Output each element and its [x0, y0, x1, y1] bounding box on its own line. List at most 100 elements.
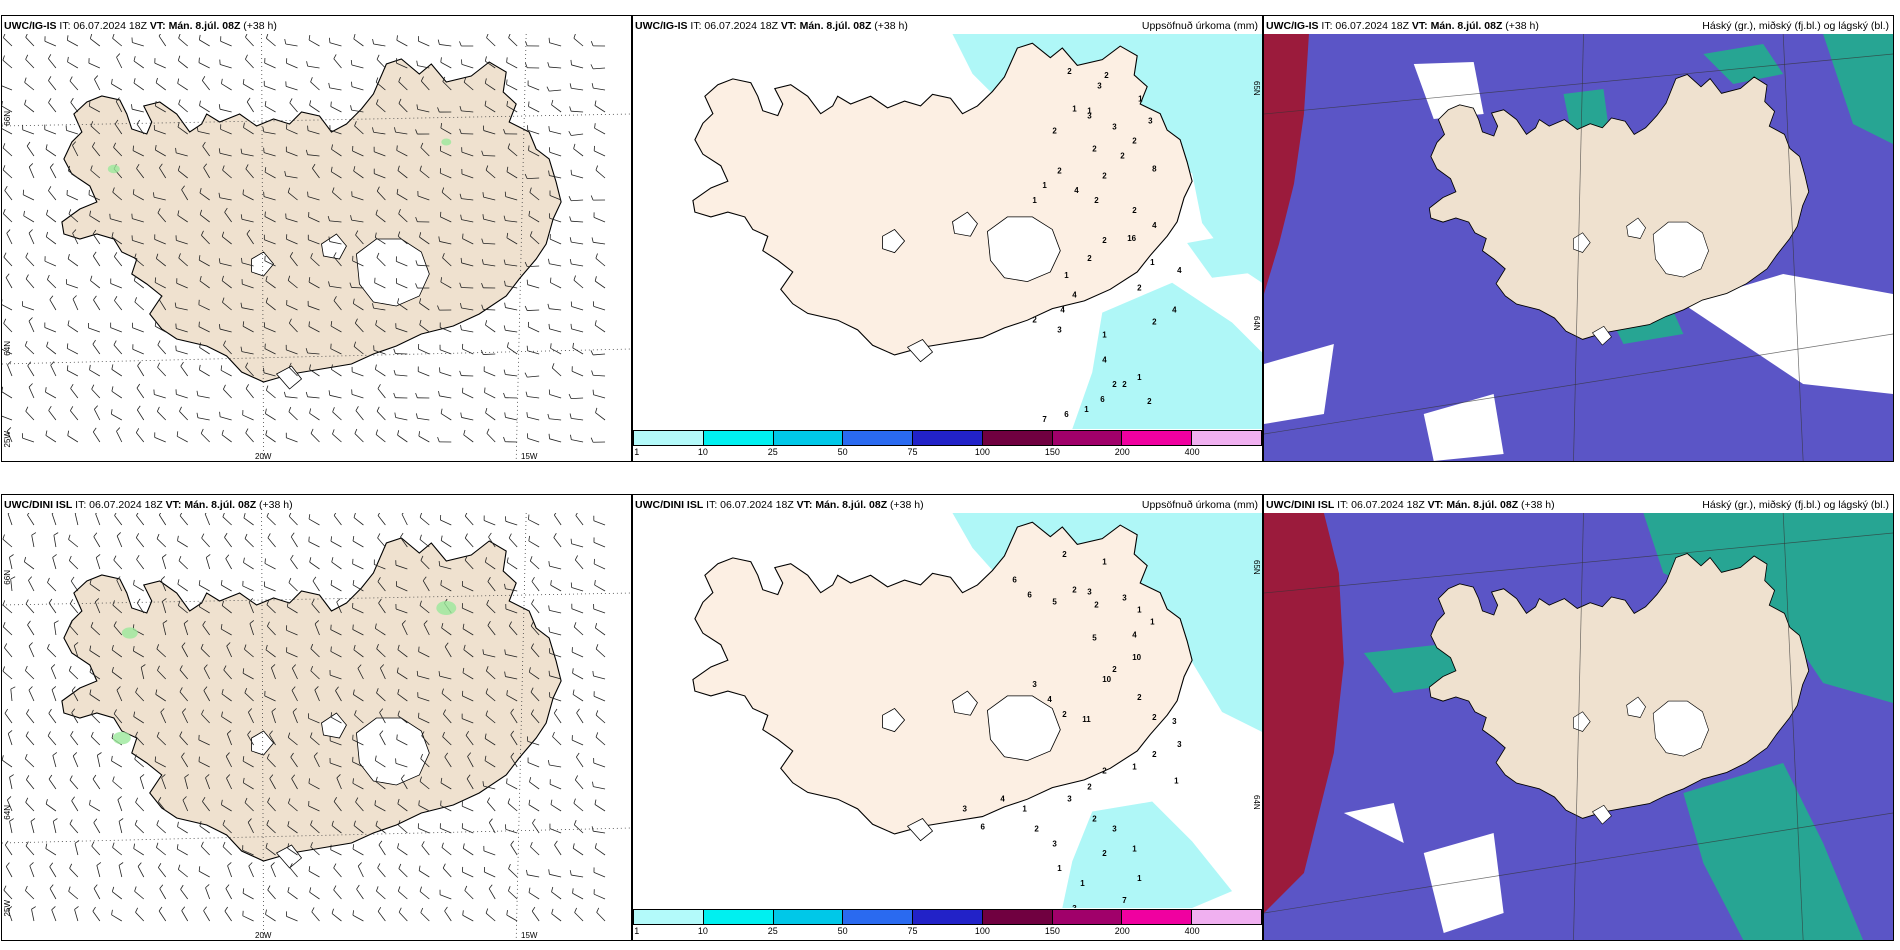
wind-barb-feather [309, 364, 311, 370]
wind-barb [89, 694, 101, 702]
wind-barb [25, 59, 35, 69]
wind-barb-feather [288, 362, 292, 368]
wind-barb [197, 395, 210, 399]
wind-barb-feather [573, 820, 577, 825]
wind-barb [505, 329, 518, 333]
wind-barb-feather [181, 906, 186, 911]
wind-barb-feather [93, 295, 97, 301]
wind-barb-feather [289, 252, 294, 257]
wind-barb [487, 801, 496, 812]
wind-barb [355, 234, 364, 245]
wind-barb [467, 756, 474, 768]
wind-barb-feather [225, 554, 230, 559]
wind-barb [444, 756, 452, 768]
wind-barb [595, 736, 606, 746]
cloud-map[interactable] [1264, 34, 1893, 461]
wind-barb [154, 129, 166, 135]
wind-barb-feather [68, 209, 72, 215]
wind-barb [527, 85, 540, 91]
wind-barb-feather [9, 554, 14, 558]
wind-barb-feather [242, 321, 245, 327]
precip-value: 2 [1062, 550, 1067, 559]
wind-barb [505, 676, 518, 680]
wind-map[interactable] [2, 34, 631, 461]
wind-barb [285, 396, 298, 399]
wind-barb-feather [569, 237, 572, 243]
wind-barb-feather [90, 275, 93, 281]
wind-barb [68, 213, 79, 223]
wind-barb [246, 101, 254, 113]
wind-barb-feather [437, 437, 440, 442]
wind-barb [311, 911, 320, 922]
wind-barb [528, 106, 540, 113]
wind-barb [439, 395, 452, 399]
wind-barb [310, 648, 320, 658]
wind-barb-feather [95, 513, 98, 515]
wind-barb [527, 416, 540, 421]
precip-value: 3 [1087, 588, 1092, 597]
wind-barb [549, 438, 562, 443]
wind-barb-feather [547, 62, 550, 68]
wind-barb [3, 37, 13, 47]
wind-barb-feather [336, 774, 341, 779]
precip-value: 4 [1060, 306, 1065, 315]
wind-barb-feather [548, 170, 550, 176]
wind-barb-feather [177, 600, 181, 606]
wind-barb [157, 344, 167, 355]
wind-barb [593, 374, 606, 377]
wind-barb [465, 735, 474, 746]
wind-barb [353, 517, 364, 526]
wind-map[interactable] [2, 513, 631, 940]
wind-barb [507, 802, 518, 812]
wind-barb [243, 517, 254, 526]
wind-barb [225, 756, 232, 768]
wind-barb [336, 601, 342, 614]
wind-barb [266, 758, 276, 768]
wind-barb-feather [266, 753, 270, 759]
wind-barb-feather [420, 76, 424, 82]
wind-barb-feather [218, 148, 221, 154]
wind-barb-feather [569, 413, 572, 419]
precip-map[interactable]: 2231331322122114228221612222144231122116… [633, 34, 1262, 429]
precip-value: 2 [1112, 665, 1117, 674]
cloud-map[interactable] [1264, 513, 1893, 940]
wind-barb-feather [308, 514, 311, 520]
wind-barb [527, 350, 540, 355]
wind-barb-feather [73, 642, 79, 646]
wind-barb [244, 538, 254, 548]
wind-barb [379, 712, 386, 724]
wind-barb-feather [265, 909, 267, 915]
wind-barb [375, 214, 386, 223]
wind-barb-feather [288, 577, 292, 583]
wind-barb-feather [9, 818, 14, 822]
wind-barb-feather [484, 100, 487, 106]
wind-barb [182, 712, 189, 724]
wind-barb [528, 215, 540, 223]
wind-barb-feather [45, 843, 48, 849]
wind-barb-feather [547, 303, 550, 309]
wind-barb [440, 584, 452, 592]
wind-barb-feather [353, 166, 356, 172]
wind-barb [47, 735, 57, 746]
precip-map[interactable]: 2 1 2 3 2 3 1 1 4 5 5 6 6 4 3 2 11 10 10 2 2 2 3 3 2 1 2 2 3 2 2 3 1 1 1 1 2… [633, 513, 1262, 908]
wind-barb-feather [219, 324, 221, 330]
wind-barb [25, 256, 35, 267]
wind-barb-feather [510, 840, 514, 846]
wind-barb [440, 827, 452, 834]
wind-barb [352, 761, 364, 768]
wind-barb [462, 628, 474, 636]
wind-barb-feather [178, 555, 182, 561]
wind-barb [201, 846, 210, 856]
precip-value: 3 [1032, 680, 1037, 689]
wind-barb [462, 871, 474, 878]
precip-value: 2 [1092, 144, 1097, 153]
wind-barb [89, 804, 101, 812]
wind-barb [549, 89, 562, 92]
wind-barb [111, 760, 123, 768]
cloud-panel-top: UWC/IG-IS IT: 06.07.2024 18Z VT: Mán. 8.… [1263, 15, 1894, 462]
wind-barb-feather [398, 208, 401, 214]
wind-barb [336, 777, 342, 790]
wind-barb-feather [263, 367, 265, 373]
wind-barb-feather [135, 687, 139, 693]
wind-barb [461, 219, 474, 223]
